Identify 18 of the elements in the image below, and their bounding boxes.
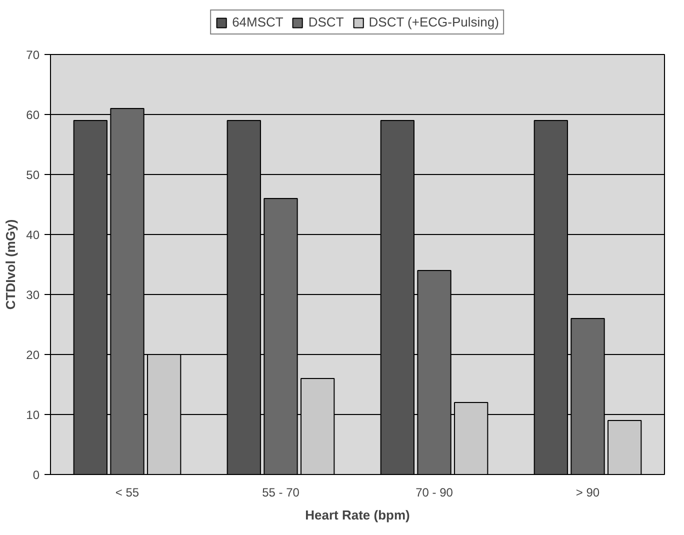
x-tick-label: 70 - 90	[416, 486, 454, 500]
y-tick-label: 0	[32, 468, 40, 482]
x-axis-title: Heart Rate (bpm)	[305, 508, 410, 522]
y-tick-label: 40	[26, 228, 40, 242]
legend-label: DSCT (+ECG-Pulsing)	[368, 14, 499, 30]
x-tick-label: 55 - 70	[262, 486, 300, 500]
legend-label: DSCT	[308, 14, 344, 30]
x-tick-label: > 90	[576, 486, 600, 500]
y-tick-label: 10	[26, 408, 40, 422]
y-tick-label: 50	[26, 168, 40, 182]
y-axis-title: CTDIvol (mGy)	[3, 219, 18, 310]
y-tick-label: 60	[26, 108, 40, 122]
x-tick-label: < 55	[115, 486, 140, 500]
legend-label: 64MSCT	[232, 14, 284, 30]
y-tick-label: 70	[26, 48, 40, 62]
bar	[608, 420, 642, 474]
y-tick-label: 20	[26, 348, 40, 362]
y-tick-label: 30	[26, 288, 40, 302]
